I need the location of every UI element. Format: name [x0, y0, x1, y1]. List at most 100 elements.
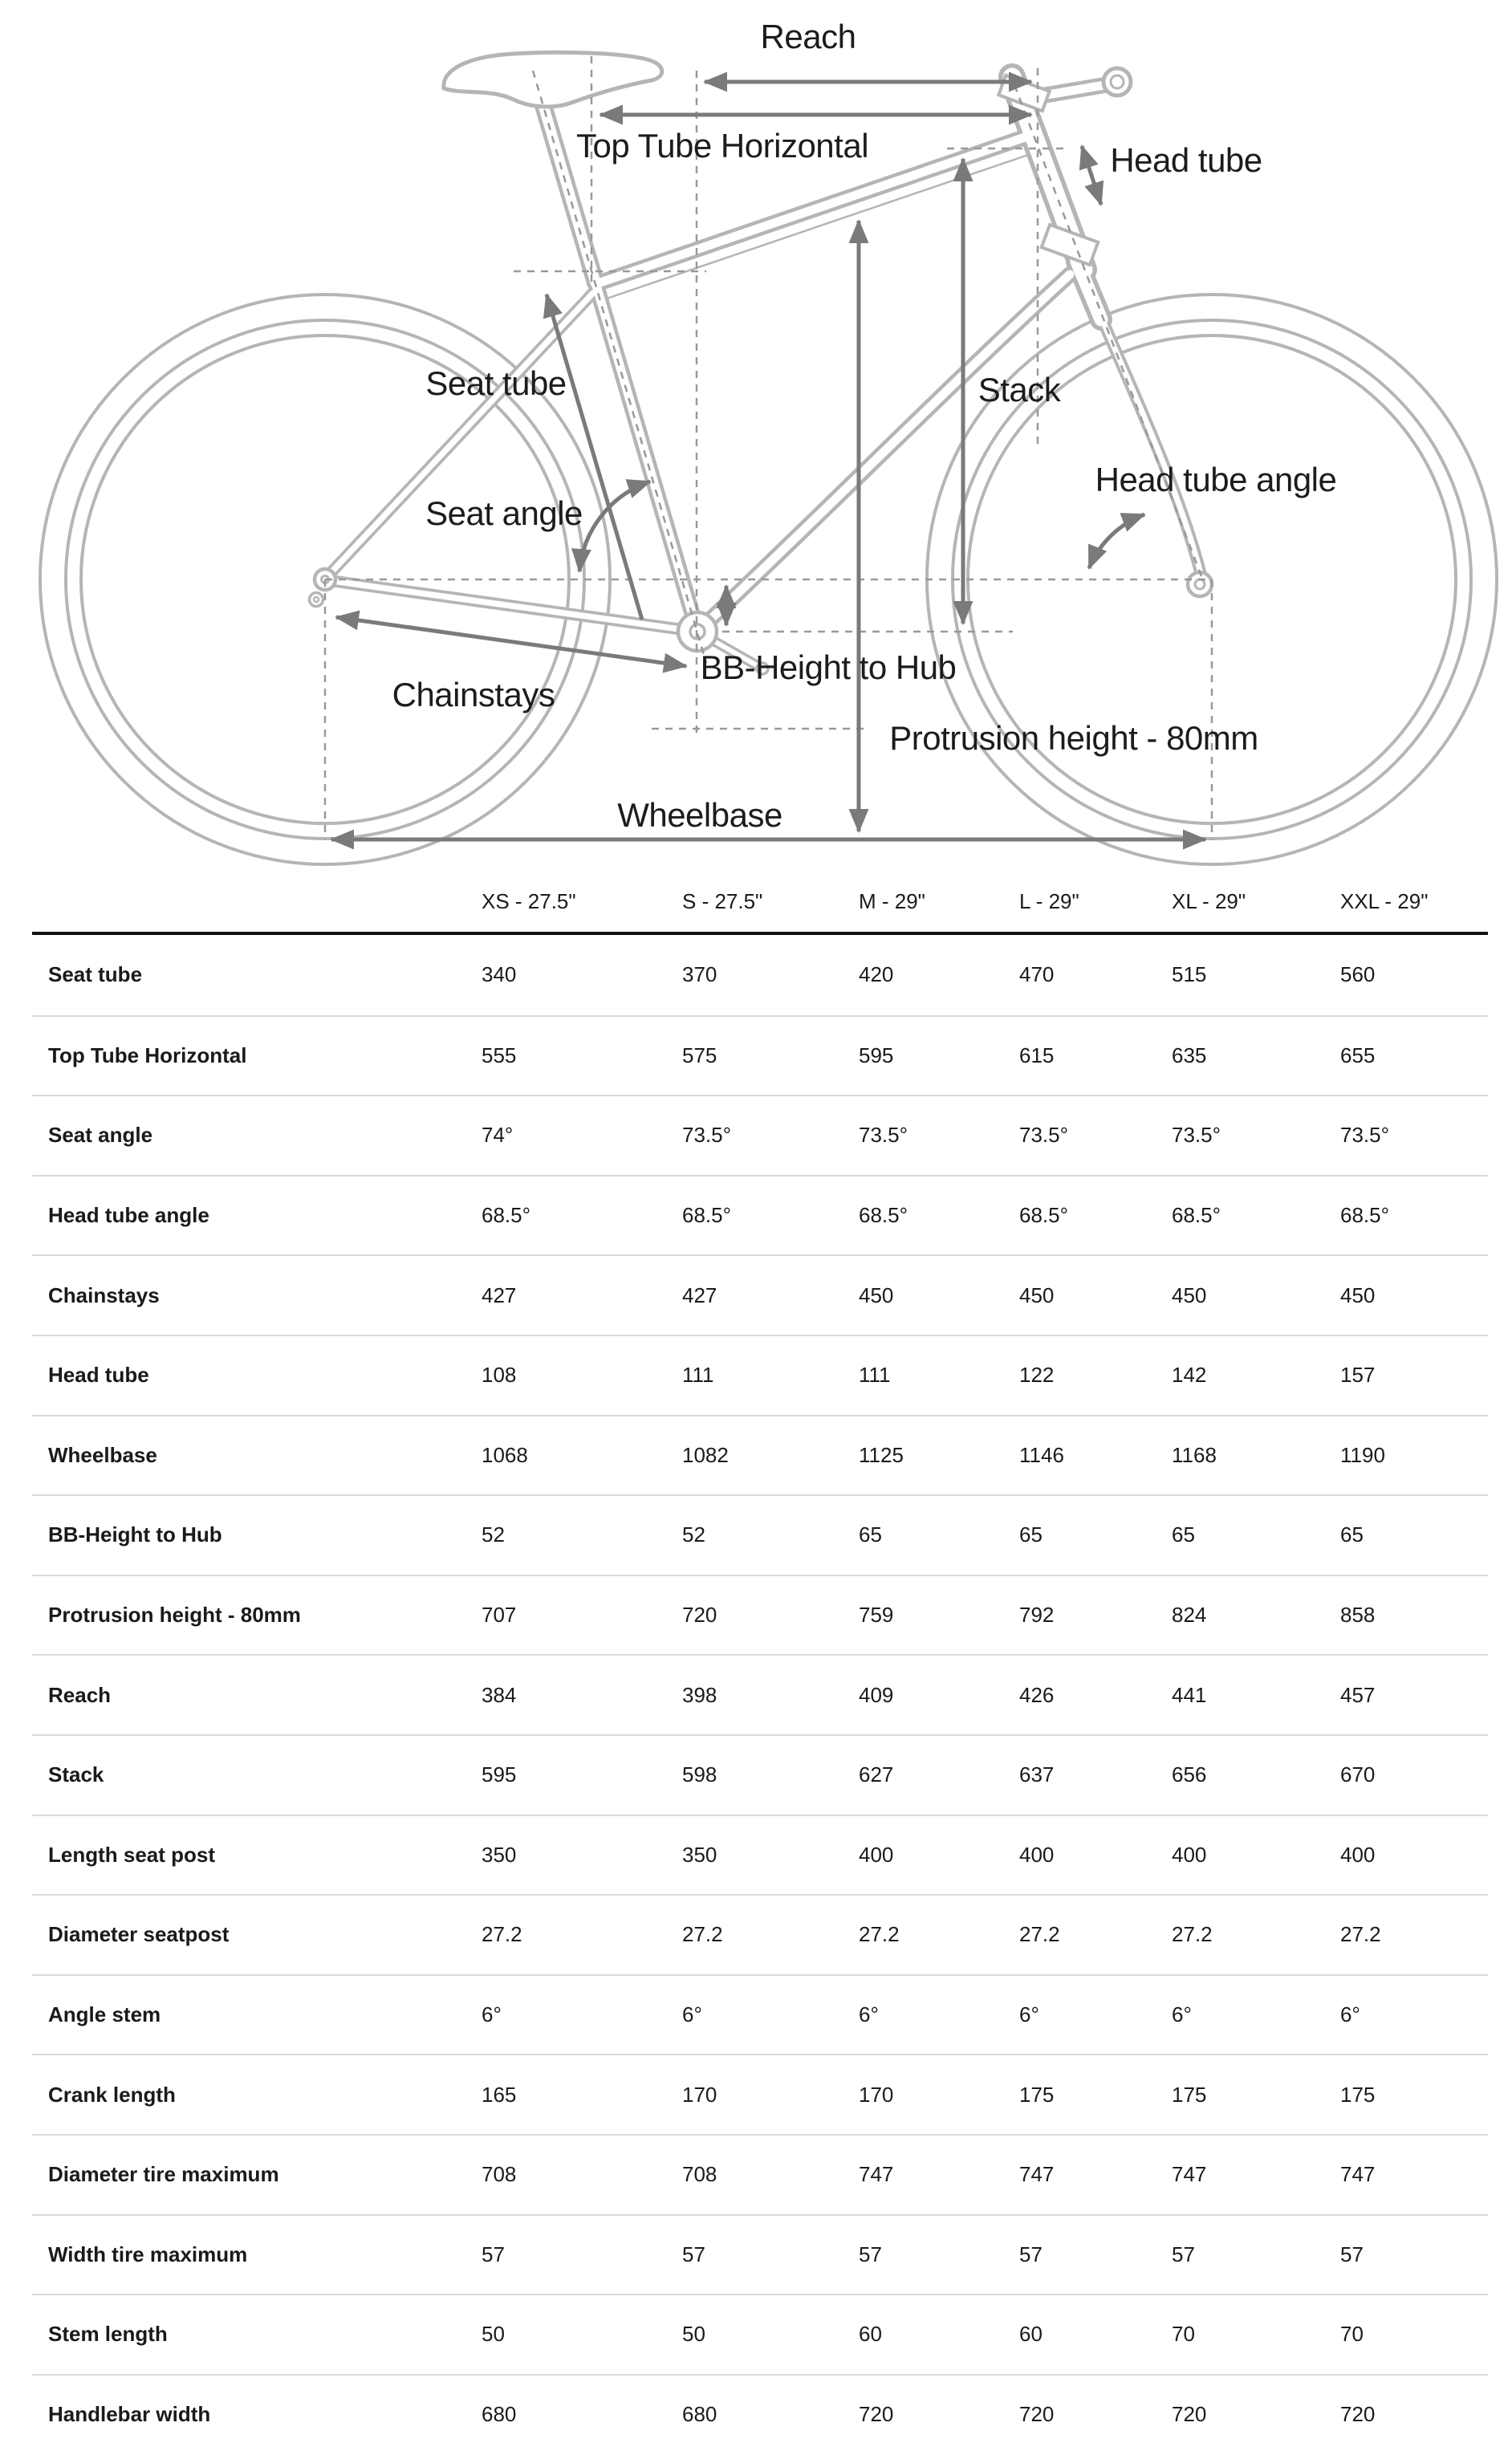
row-value: 165 — [482, 2082, 517, 2107]
row-value: 27.2 — [682, 1922, 723, 1947]
row-value: 73.5° — [1340, 1123, 1390, 1148]
row-label: Top Tube Horizontal — [48, 1043, 247, 1067]
row-value: 627 — [859, 1762, 894, 1787]
row-value: 73.5° — [1172, 1123, 1221, 1148]
table-row: Angle stem 6° 6° 6° 6° 6° 6° — [32, 1973, 1488, 2055]
row-value: 824 — [1172, 1603, 1207, 1628]
row-label: Reach — [48, 1682, 112, 1707]
row-value: 720 — [1019, 2401, 1055, 2426]
row-value: 515 — [1172, 962, 1207, 987]
row-value: 1068 — [482, 1442, 528, 1467]
reach-label: Reach — [761, 18, 856, 55]
row-value: 142 — [1172, 1363, 1207, 1388]
row-value: 65 — [1019, 1522, 1043, 1547]
column-header-xxl: XXL - 29" — [1340, 888, 1429, 913]
table-row: Diameter tire maximum 708 708 747 747 74… — [32, 2133, 1488, 2214]
row-label: Crank length — [48, 2082, 176, 2107]
row-value: 656 — [1172, 1762, 1207, 1787]
row-value: 400 — [1172, 1842, 1207, 1867]
row-value: 70 — [1340, 2322, 1364, 2347]
row-value: 340 — [482, 962, 517, 987]
row-label: Chainstays — [48, 1282, 160, 1307]
saddle — [441, 50, 665, 109]
table-row: Handlebar width 680 680 720 720 720 720 — [32, 2373, 1488, 2454]
row-value: 65 — [859, 1522, 882, 1547]
table-row: Chainstays 427 427 450 450 450 450 — [32, 1254, 1488, 1335]
row-value: 73.5° — [1019, 1123, 1069, 1148]
row-value: 170 — [859, 2082, 894, 2107]
row-value: 57 — [1019, 2242, 1043, 2266]
row-value: 450 — [859, 1282, 894, 1307]
chainstays-label: Chainstays — [392, 676, 555, 713]
head-tube-angle-arc — [1087, 512, 1146, 570]
row-label: Diameter seatpost — [48, 1922, 230, 1947]
row-value: 170 — [682, 2082, 717, 2107]
row-value: 350 — [682, 1842, 717, 1867]
row-value: 400 — [1340, 1842, 1376, 1867]
row-value: 60 — [859, 2322, 882, 2347]
row-value: 57 — [1340, 2242, 1364, 2266]
table-row: Seat tube 340 370 420 470 515 560 — [32, 935, 1488, 1015]
row-label: Stem length — [48, 2322, 168, 2347]
row-value: 50 — [682, 2322, 705, 2347]
row-value: 555 — [482, 1043, 517, 1067]
row-value: 1168 — [1172, 1442, 1217, 1467]
rear-dropout — [307, 567, 338, 608]
row-value: 52 — [682, 1522, 705, 1547]
row-value: 6° — [1019, 2002, 1039, 2027]
row-value: 6° — [682, 2002, 702, 2027]
row-value: 52 — [482, 1522, 505, 1547]
row-value: 175 — [1340, 2082, 1376, 2107]
row-value: 450 — [1340, 1282, 1376, 1307]
row-value: 680 — [482, 2401, 517, 2426]
column-header-m: M - 29" — [859, 888, 925, 913]
table-row: Width tire maximum 57 57 57 57 57 57 — [32, 2213, 1488, 2294]
row-value: 635 — [1172, 1043, 1207, 1067]
row-value: 6° — [1340, 2002, 1360, 2027]
table-header-row: XS - 27.5" S - 27.5" M - 29" L - 29" XL … — [32, 871, 1488, 935]
table-row: Stack 595 598 627 637 656 670 — [32, 1734, 1488, 1815]
table-body: Seat tube 340 370 420 470 515 560 Top Tu… — [0, 935, 1512, 2453]
row-value: 747 — [859, 2162, 894, 2187]
bike-geometry-diagram: Reach Top Tube Horizontal Head tube Stac… — [39, 18, 1498, 866]
row-value: 707 — [482, 1603, 517, 1628]
head-tube-label: Head tube — [1110, 141, 1262, 179]
top-tube-horizontal-label: Top Tube Horizontal — [576, 127, 868, 165]
row-value: 68.5° — [1019, 1203, 1069, 1228]
column-header-xl: XL - 29" — [1172, 888, 1246, 913]
row-label: Head tube angle — [48, 1203, 209, 1228]
row-value: 6° — [1172, 2002, 1192, 2027]
column-header-xs: XS - 27.5" — [482, 888, 576, 913]
row-label: Seat tube — [48, 962, 143, 987]
row-value: 759 — [859, 1603, 894, 1628]
row-value: 560 — [1340, 962, 1376, 987]
head-tube-angle-label: Head tube angle — [1095, 461, 1337, 498]
row-label: Protrusion height - 80mm — [48, 1603, 301, 1628]
seat-tube-label: Seat tube — [425, 364, 566, 402]
row-value: 427 — [482, 1282, 517, 1307]
row-value: 720 — [859, 2401, 894, 2426]
row-value: 65 — [1172, 1522, 1195, 1547]
row-value: 68.5° — [682, 1203, 732, 1228]
row-value: 457 — [1340, 1682, 1376, 1707]
row-value: 68.5° — [859, 1203, 908, 1228]
row-value: 470 — [1019, 962, 1055, 987]
row-value: 6° — [482, 2002, 502, 2027]
bb-height-to-hub-label: BB-Height to Hub — [701, 648, 957, 686]
row-value: 70 — [1172, 2322, 1195, 2347]
row-label: Head tube — [48, 1363, 149, 1388]
row-value: 27.2 — [482, 1922, 522, 1947]
row-value: 50 — [482, 2322, 505, 2347]
row-value: 57 — [1172, 2242, 1195, 2266]
row-value: 157 — [1340, 1363, 1376, 1388]
row-value: 27.2 — [1019, 1922, 1060, 1947]
row-value: 400 — [859, 1842, 894, 1867]
stack-label: Stack — [978, 371, 1062, 408]
row-value: 427 — [682, 1282, 717, 1307]
row-value: 575 — [682, 1043, 717, 1067]
row-value: 57 — [682, 2242, 705, 2266]
row-value: 68.5° — [482, 1203, 531, 1228]
row-value: 720 — [1172, 2401, 1207, 2426]
row-value: 68.5° — [1172, 1203, 1221, 1228]
head-tube-arrow — [1079, 144, 1104, 206]
